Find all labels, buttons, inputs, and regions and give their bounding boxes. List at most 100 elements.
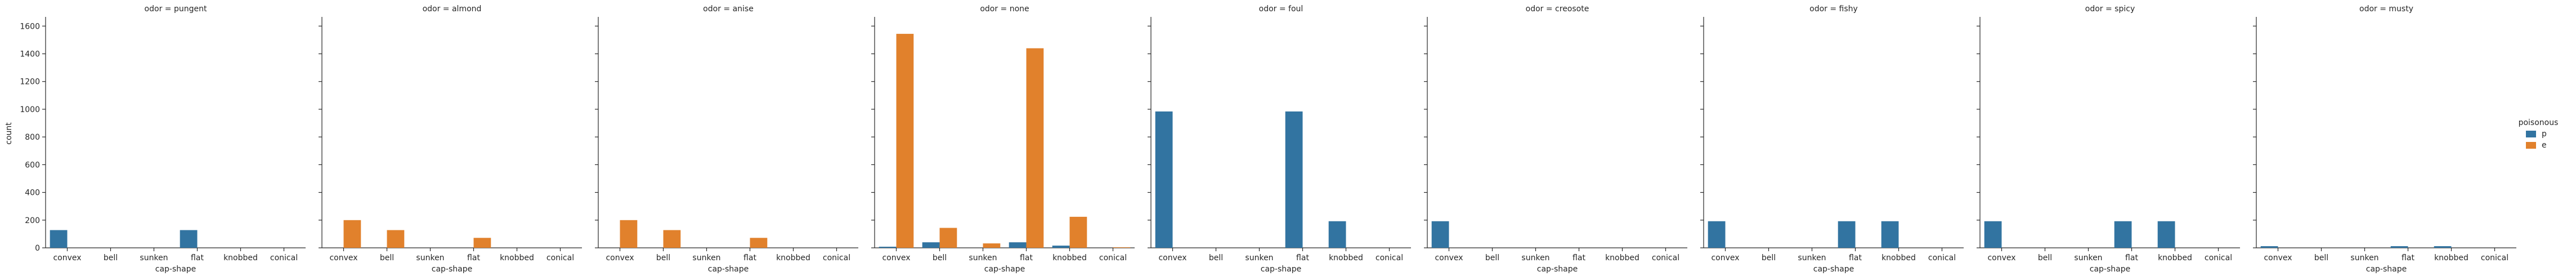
x-tick-label: flat (1573, 253, 1585, 262)
legend-label: e (2542, 141, 2547, 150)
x-axis-title: cap-shape (2090, 265, 2130, 274)
x-axis-title: cap-shape (1261, 265, 1301, 274)
facet-panel: odor = pungent 0 200 400 600 800 1000 1200 1400 1… (20, 5, 306, 274)
x-tick-label: flat (2402, 253, 2414, 262)
x-tick-label: conical (1652, 253, 1679, 262)
x-tick-label: convex (329, 253, 357, 262)
x-tick-label: sunken (416, 253, 444, 262)
facet-panel: odor = creosote convex bell sunken flat knobb… (1424, 5, 1687, 274)
x-tick-label: flat (467, 253, 480, 262)
x-tick-label: sunken (1798, 253, 1826, 262)
x-tick-label: convex (2264, 253, 2292, 262)
facet-title: odor = foul (1259, 5, 1303, 14)
facet-panel: odor = musty convex bell sunken flat knobbed c… (2253, 5, 2516, 274)
x-tick-label: flat (1849, 253, 1862, 262)
legend: poisonous pe (2519, 118, 2559, 150)
facet-title: odor = spicy (2085, 5, 2135, 14)
x-tick-label: convex (1158, 253, 1186, 262)
facet-title: odor = fishy (1809, 5, 1858, 14)
x-tick-label: convex (882, 253, 910, 262)
bar (2260, 246, 2278, 248)
bar (1984, 221, 2002, 248)
x-tick-label: bell (1209, 253, 1223, 262)
bar (2390, 246, 2408, 248)
bar (473, 238, 491, 248)
bar (1052, 246, 1070, 248)
bar (1009, 242, 1027, 248)
x-tick-label: knobbed (223, 253, 258, 262)
x-tick-label: conical (1376, 253, 1403, 262)
x-tick-label: knobbed (2434, 253, 2469, 262)
x-tick-label: conical (1928, 253, 1956, 262)
x-tick-label: bell (1762, 253, 1776, 262)
bar (1026, 48, 1044, 248)
facet-title: odor = creosote (1526, 5, 1589, 14)
y-tick-label: 400 (25, 189, 40, 198)
legend-title: poisonous (2519, 118, 2559, 127)
x-axis-title: cap-shape (1813, 265, 1854, 274)
x-tick-label: knobbed (1881, 253, 1916, 262)
facet-title: odor = none (980, 5, 1029, 14)
x-axis-title: cap-shape (155, 265, 196, 274)
bar (750, 238, 768, 248)
x-tick-label: flat (2125, 253, 2138, 262)
facet-title: odor = musty (2359, 5, 2413, 14)
y-tick-label: 1200 (20, 78, 40, 87)
x-tick-label: flat (743, 253, 756, 262)
facet-panel: odor = none convex bell sunken flat knobbed co… (871, 5, 1135, 274)
x-tick-label: conical (823, 253, 850, 262)
x-tick-label: sunken (1245, 253, 1273, 262)
facet-title: odor = anise (703, 5, 754, 14)
y-tick-label: 800 (25, 133, 40, 142)
bar (50, 230, 68, 248)
bar (1431, 221, 1449, 248)
facet-panel: odor = almond convex bell sunken flat knobbed… (319, 5, 582, 274)
facet-panel: odor = fishy convex bell sunken flat knobbed c… (1700, 5, 1964, 274)
bar (879, 247, 897, 248)
x-tick-label: flat (1020, 253, 1033, 262)
x-tick-label: sunken (2074, 253, 2102, 262)
bar (2114, 221, 2132, 248)
x-tick-label: conical (1099, 253, 1127, 262)
y-tick-label: 1400 (20, 50, 40, 59)
x-tick-label: bell (933, 253, 947, 262)
bar (1155, 111, 1173, 248)
x-tick-label: knobbed (1329, 253, 1363, 262)
facet-panel: odor = foul convex bell sunken flat knobbed co… (1148, 5, 1411, 274)
x-tick-label: sunken (140, 253, 168, 262)
x-tick-label: bell (2038, 253, 2052, 262)
y-axis-title: count (5, 122, 14, 145)
y-tick-label: 0 (35, 244, 40, 253)
bar (896, 34, 914, 248)
x-tick-label: knobbed (1052, 253, 1087, 262)
x-tick-label: conical (2481, 253, 2508, 262)
x-tick-label: knobbed (500, 253, 534, 262)
bar (1328, 221, 1346, 248)
y-tick-label: 600 (25, 161, 40, 170)
bar (1838, 221, 1856, 248)
x-tick-label: sunken (2350, 253, 2378, 262)
x-tick-label: bell (2314, 253, 2328, 262)
x-tick-label: conical (546, 253, 574, 262)
y-tick-label: 1600 (20, 22, 40, 31)
x-tick-label: convex (1711, 253, 1739, 262)
bar (1285, 111, 1303, 248)
facet-panel: odor = anise convex bell sunken flat knobbed c… (595, 5, 858, 274)
x-axis-title: cap-shape (432, 265, 472, 274)
x-tick-label: sunken (692, 253, 720, 262)
bar (1881, 221, 1899, 248)
bar (2434, 246, 2452, 248)
x-tick-label: bell (104, 253, 118, 262)
legend-swatch (2526, 142, 2536, 149)
bar (1708, 221, 1726, 248)
x-tick-label: knobbed (776, 253, 810, 262)
bar (2157, 221, 2175, 248)
facet-panel: odor = spicy convex bell sunken flat knobbed c… (1977, 5, 2240, 274)
x-tick-label: sunken (969, 253, 997, 262)
y-tick-label: 1000 (20, 105, 40, 114)
x-axis-title: cap-shape (1537, 265, 1578, 274)
legend-label: p (2542, 130, 2547, 139)
x-tick-label: conical (2205, 253, 2232, 262)
x-tick-label: flat (1296, 253, 1309, 262)
bar (1113, 247, 1131, 248)
